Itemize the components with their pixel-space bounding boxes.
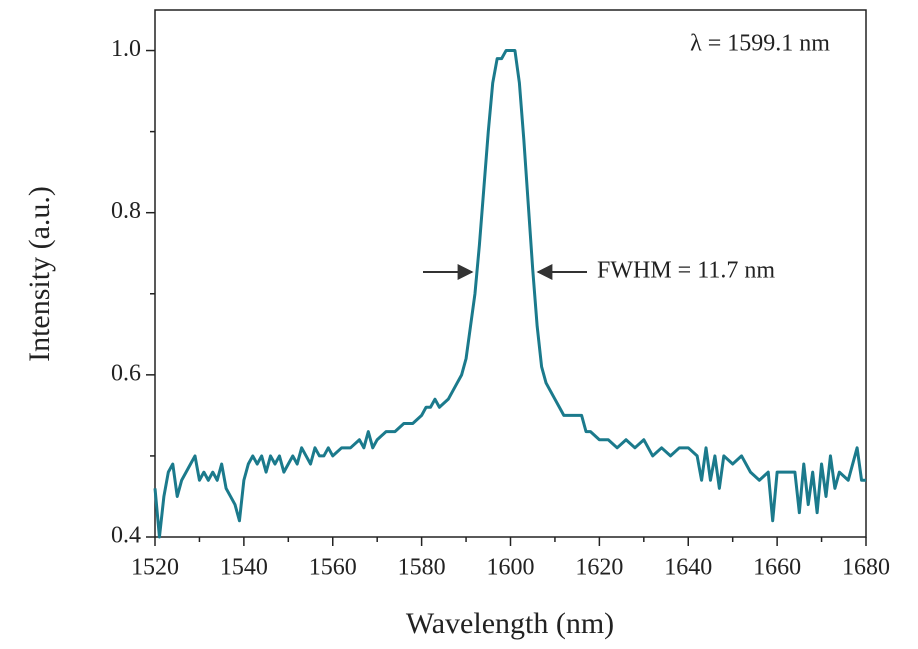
x-tick-label: 1560 [309,555,357,581]
x-tick-label: 1660 [753,555,801,581]
x-tick-label: 1640 [664,555,712,581]
fwhm-annotation: FWHM = 11.7 nm [597,258,775,284]
x-tick-label: 1540 [220,555,268,581]
y-tick-label: 0.8 [111,198,141,224]
y-axis-title: Intensity (a.u.) [23,186,56,362]
x-tick-label: 1620 [575,555,623,581]
x-tick-label: 1680 [842,555,890,581]
y-tick-label: 0.6 [111,360,141,386]
x-axis-title: Wavelength (nm) [406,607,614,640]
x-tick-label: 1600 [487,555,535,581]
spectrum-line [153,49,866,539]
y-tick-label: 0.4 [111,523,141,549]
peak-annotation: λ = 1599.1 nm [690,31,830,57]
y-tick-label: 1.0 [111,36,141,62]
x-tick-label: 1580 [398,555,446,581]
x-tick-label: 1520 [131,555,179,581]
